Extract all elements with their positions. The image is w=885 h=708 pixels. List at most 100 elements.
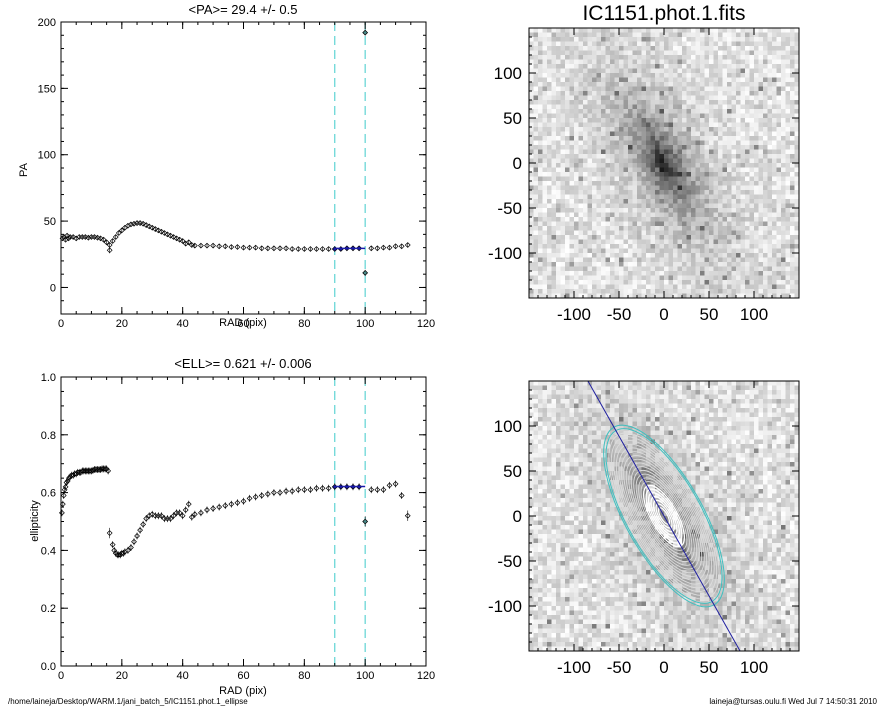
- image-pixel: [601, 271, 606, 276]
- image-pixel: [659, 37, 665, 42]
- x-tick-label: 0: [58, 318, 64, 330]
- image-pixel: [794, 181, 799, 186]
- image-pixel: [785, 203, 791, 209]
- data-point: [105, 468, 112, 474]
- image-pixel: [664, 149, 669, 155]
- image-pixel: [578, 37, 584, 42]
- image-pixel: [700, 100, 705, 105]
- image-pixel: [596, 95, 602, 101]
- image-pixel: [533, 253, 539, 258]
- image-pixel: [767, 127, 773, 132]
- image-pixel: [736, 28, 741, 33]
- image-pixel: [565, 176, 570, 182]
- image-pixel: [560, 448, 566, 454]
- image-pixel: [542, 448, 548, 454]
- image-pixel: [569, 507, 575, 512]
- image-pixel: [641, 149, 647, 155]
- image-pixel: [565, 538, 570, 544]
- image-pixel: [574, 417, 579, 422]
- image-pixel: [556, 642, 561, 647]
- image-pixel: [596, 50, 602, 56]
- image-pixel: [704, 50, 710, 56]
- image-pixel: [722, 203, 728, 209]
- image-pixel: [578, 154, 584, 159]
- image-pixel: [529, 95, 534, 101]
- image-pixel: [560, 163, 566, 168]
- image-pixel: [704, 230, 710, 236]
- image-pixel: [619, 199, 624, 204]
- image-pixel: [623, 91, 629, 96]
- image-pixel: [556, 417, 561, 422]
- image-pixel: [736, 293, 741, 298]
- image-pixel: [538, 570, 543, 575]
- image-pixel: [542, 248, 548, 254]
- image-pixel: [731, 32, 737, 38]
- image-pixel: [722, 46, 728, 51]
- image-pixel: [614, 91, 620, 96]
- pa-guides: [334, 22, 366, 314]
- image-pixel: [565, 399, 570, 404]
- image-pixel: [583, 104, 588, 110]
- image-pixel: [763, 95, 768, 101]
- image-pixel: [749, 149, 755, 155]
- image-pixel: [538, 176, 543, 182]
- image-pixel: [677, 64, 683, 69]
- image-pixel: [718, 82, 723, 87]
- image-pixel: [587, 244, 593, 249]
- image-pixel: [619, 127, 624, 132]
- image-pixel: [695, 239, 701, 245]
- image-pixel: [542, 565, 548, 571]
- image-pixel: [560, 502, 566, 508]
- image-pixel: [664, 284, 669, 290]
- image-pixel: [565, 77, 570, 83]
- image-pixel: [668, 176, 674, 182]
- image-pixel: [673, 266, 678, 272]
- image-pixel: [727, 194, 732, 200]
- image-pixel: [740, 244, 746, 249]
- image-pixel: [785, 280, 791, 285]
- image-pixel: [736, 41, 741, 47]
- image-pixel: [569, 615, 575, 620]
- image-pixel: [677, 289, 683, 294]
- image-pixel: [574, 64, 579, 69]
- image-pixel: [772, 73, 777, 78]
- image-pixel: [574, 588, 579, 593]
- image-pixel: [673, 257, 678, 263]
- image-pixel: [614, 104, 620, 110]
- image-pixel: [538, 109, 543, 114]
- image-pixel: [605, 176, 611, 182]
- image-pixel: [664, 118, 669, 123]
- image-pixel: [551, 226, 557, 231]
- data-point: [210, 505, 216, 512]
- image-pixel: [601, 73, 606, 78]
- data-point: [392, 243, 399, 250]
- image-pixel: [781, 212, 786, 218]
- image-pixel: [650, 68, 656, 74]
- image-pixel: [664, 82, 669, 87]
- image-pixel: [592, 86, 597, 92]
- image-pixel: [682, 271, 687, 276]
- image-pixel: [529, 417, 534, 422]
- image-pixel: [587, 208, 593, 213]
- x-tick-label: 0: [58, 670, 64, 682]
- image-pixel: [745, 113, 750, 119]
- image-pixel: [704, 280, 710, 285]
- image-pixel: [763, 172, 768, 177]
- image-pixel: [646, 293, 651, 298]
- image-pixel: [790, 203, 795, 209]
- image-pixel: [587, 289, 593, 294]
- image-pixel: [605, 194, 611, 200]
- image-pixel: [547, 127, 552, 132]
- image-pixel: [538, 248, 543, 254]
- image-pixel: [574, 230, 579, 236]
- image-pixel: [533, 127, 539, 132]
- image-pixel: [547, 28, 552, 33]
- image-pixel: [623, 275, 629, 281]
- image-pixel: [632, 122, 638, 128]
- image-pixel: [704, 181, 710, 186]
- image-pixel: [790, 86, 795, 92]
- image-pixel: [551, 390, 557, 395]
- image-pixel: [749, 46, 755, 51]
- image-pixel: [740, 199, 746, 204]
- image-pixel: [772, 289, 777, 294]
